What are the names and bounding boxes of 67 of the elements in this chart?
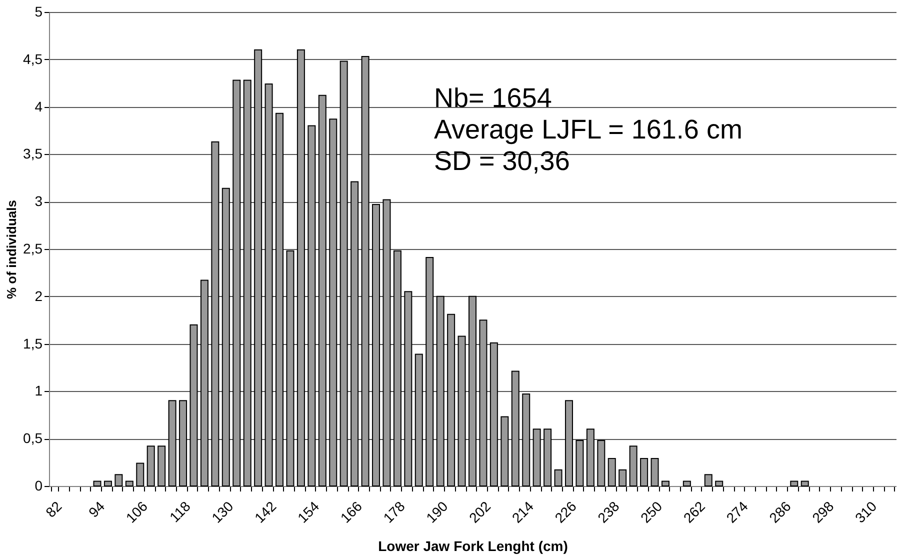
y-tick-label: 2,5	[23, 240, 43, 256]
bar	[414, 354, 423, 486]
x-tick-label: 310	[852, 498, 880, 526]
x-tick-label: 130	[208, 498, 236, 526]
y-tick-label: 3	[34, 193, 43, 210]
bar	[715, 480, 724, 486]
x-tick-label: 238	[594, 498, 622, 526]
bar	[479, 320, 488, 486]
x-tick-label: 262	[680, 498, 708, 526]
bar	[211, 141, 220, 486]
bar	[682, 480, 691, 486]
bar	[222, 188, 230, 486]
y-tick-label: 0,5	[23, 430, 43, 446]
x-tick-label: 166	[337, 498, 366, 526]
bar	[490, 342, 498, 486]
x-axis-title: Lower Jaw Fork Lenght (cm)	[378, 538, 568, 554]
bar	[597, 440, 606, 486]
bar	[532, 428, 541, 486]
y-tick-label: 0	[34, 478, 43, 494]
bar	[340, 60, 348, 486]
y-tick-label: 4,5	[23, 50, 43, 67]
x-tick-label: 154	[294, 498, 322, 526]
x-tick-label: 214	[508, 498, 537, 526]
bar	[564, 400, 573, 486]
bar	[296, 49, 305, 486]
bar	[146, 446, 155, 486]
bar	[608, 458, 616, 486]
y-tick-label: 5	[34, 4, 43, 20]
x-tick-label: 250	[637, 498, 666, 526]
bar	[447, 314, 456, 486]
x-tick-label: 274	[723, 498, 752, 526]
bar	[179, 400, 188, 486]
x-tick-label: 298	[808, 498, 837, 526]
bar	[93, 480, 102, 486]
x-tick-label: 142	[251, 498, 280, 526]
x-tick-label: 190	[422, 498, 451, 526]
bar	[372, 204, 380, 486]
x-tick-label: 226	[552, 498, 580, 526]
y-tick-label: 3,5	[23, 146, 43, 162]
annotation: Nb= 1654	[434, 82, 552, 113]
bar	[264, 84, 273, 486]
y-tick-label: 1,5	[23, 335, 43, 352]
x-tick-label: 202	[466, 498, 494, 526]
annotation: Average LJFL = 161.6 cm	[434, 114, 742, 144]
x-tick-label: 82	[42, 498, 65, 520]
bar	[790, 480, 798, 486]
y-tick-label: 1	[34, 382, 43, 399]
x-tick-label: 178	[380, 498, 408, 526]
bar	[136, 462, 144, 486]
bar	[404, 291, 412, 486]
bar	[522, 394, 530, 486]
bar	[329, 118, 338, 486]
x-tick-label: 94	[85, 498, 108, 520]
y-tick-label: 2	[34, 288, 43, 304]
bar	[104, 480, 112, 486]
bar	[458, 336, 466, 486]
x-tick-label: 118	[166, 498, 194, 526]
x-tick-label: 286	[766, 498, 794, 526]
bar	[800, 480, 809, 486]
bar	[650, 458, 659, 486]
x-tick-label: 106	[122, 498, 151, 526]
y-axis-title: % of individuals	[4, 200, 20, 299]
annotation: SD = 30,36	[434, 146, 570, 176]
bar	[640, 458, 648, 486]
bar	[286, 250, 294, 486]
bar	[254, 49, 262, 486]
y-tick-label: 4	[34, 98, 43, 114]
